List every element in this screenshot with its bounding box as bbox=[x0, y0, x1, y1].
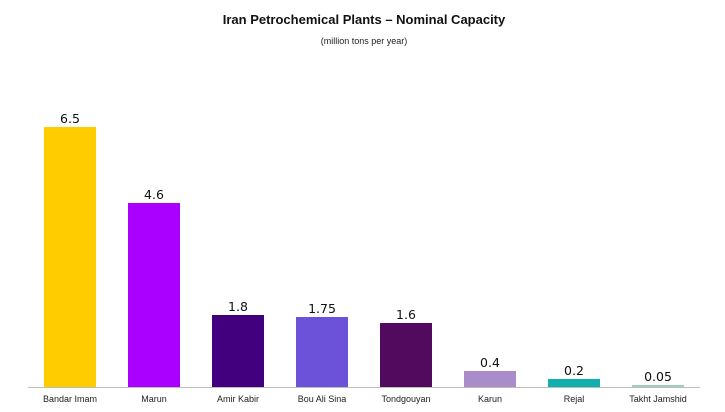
data-label: 1.6 bbox=[396, 307, 416, 322]
x-tick-label: Marun bbox=[141, 394, 167, 404]
data-label: 0.05 bbox=[644, 369, 672, 384]
x-tick-label: Bou Ali Sina bbox=[298, 394, 347, 404]
bar-karun bbox=[464, 371, 516, 387]
bars-group bbox=[44, 127, 684, 387]
data-label: 1.8 bbox=[228, 299, 248, 314]
x-tick-label: Rejal bbox=[564, 394, 585, 404]
bar-rejal bbox=[548, 379, 600, 387]
bar-takht-jamshid bbox=[632, 385, 684, 387]
data-label: 4.6 bbox=[144, 187, 164, 202]
bar-marun bbox=[128, 203, 180, 387]
data-label: 0.2 bbox=[564, 363, 584, 378]
bar-bandar-imam bbox=[44, 127, 96, 387]
data-labels-group: 6.5 4.6 1.8 1.75 1.6 0.4 0.2 0.05 bbox=[60, 111, 672, 384]
x-tick-labels-group: Bandar Imam Marun Amir Kabir Bou Ali Sina To… bbox=[43, 394, 687, 404]
bar-amir-kabir bbox=[212, 315, 264, 387]
bar-tondgouyan bbox=[380, 323, 432, 387]
data-label: 1.75 bbox=[308, 301, 336, 316]
x-tick-label: Amir Kabir bbox=[217, 394, 259, 404]
data-label: 0.4 bbox=[480, 355, 500, 370]
chart-subtitle: (million tons per year) bbox=[321, 36, 408, 46]
chart-title: Iran Petrochemical Plants – Nominal Capa… bbox=[223, 12, 506, 27]
data-label: 6.5 bbox=[60, 111, 80, 126]
x-tick-label: Bandar Imam bbox=[43, 394, 97, 404]
x-tick-label: Tondgouyan bbox=[381, 394, 430, 404]
x-tick-label: Karun bbox=[478, 394, 502, 404]
bar-bou-ali-sina bbox=[296, 317, 348, 387]
x-tick-label: Takht Jamshid bbox=[629, 394, 687, 404]
